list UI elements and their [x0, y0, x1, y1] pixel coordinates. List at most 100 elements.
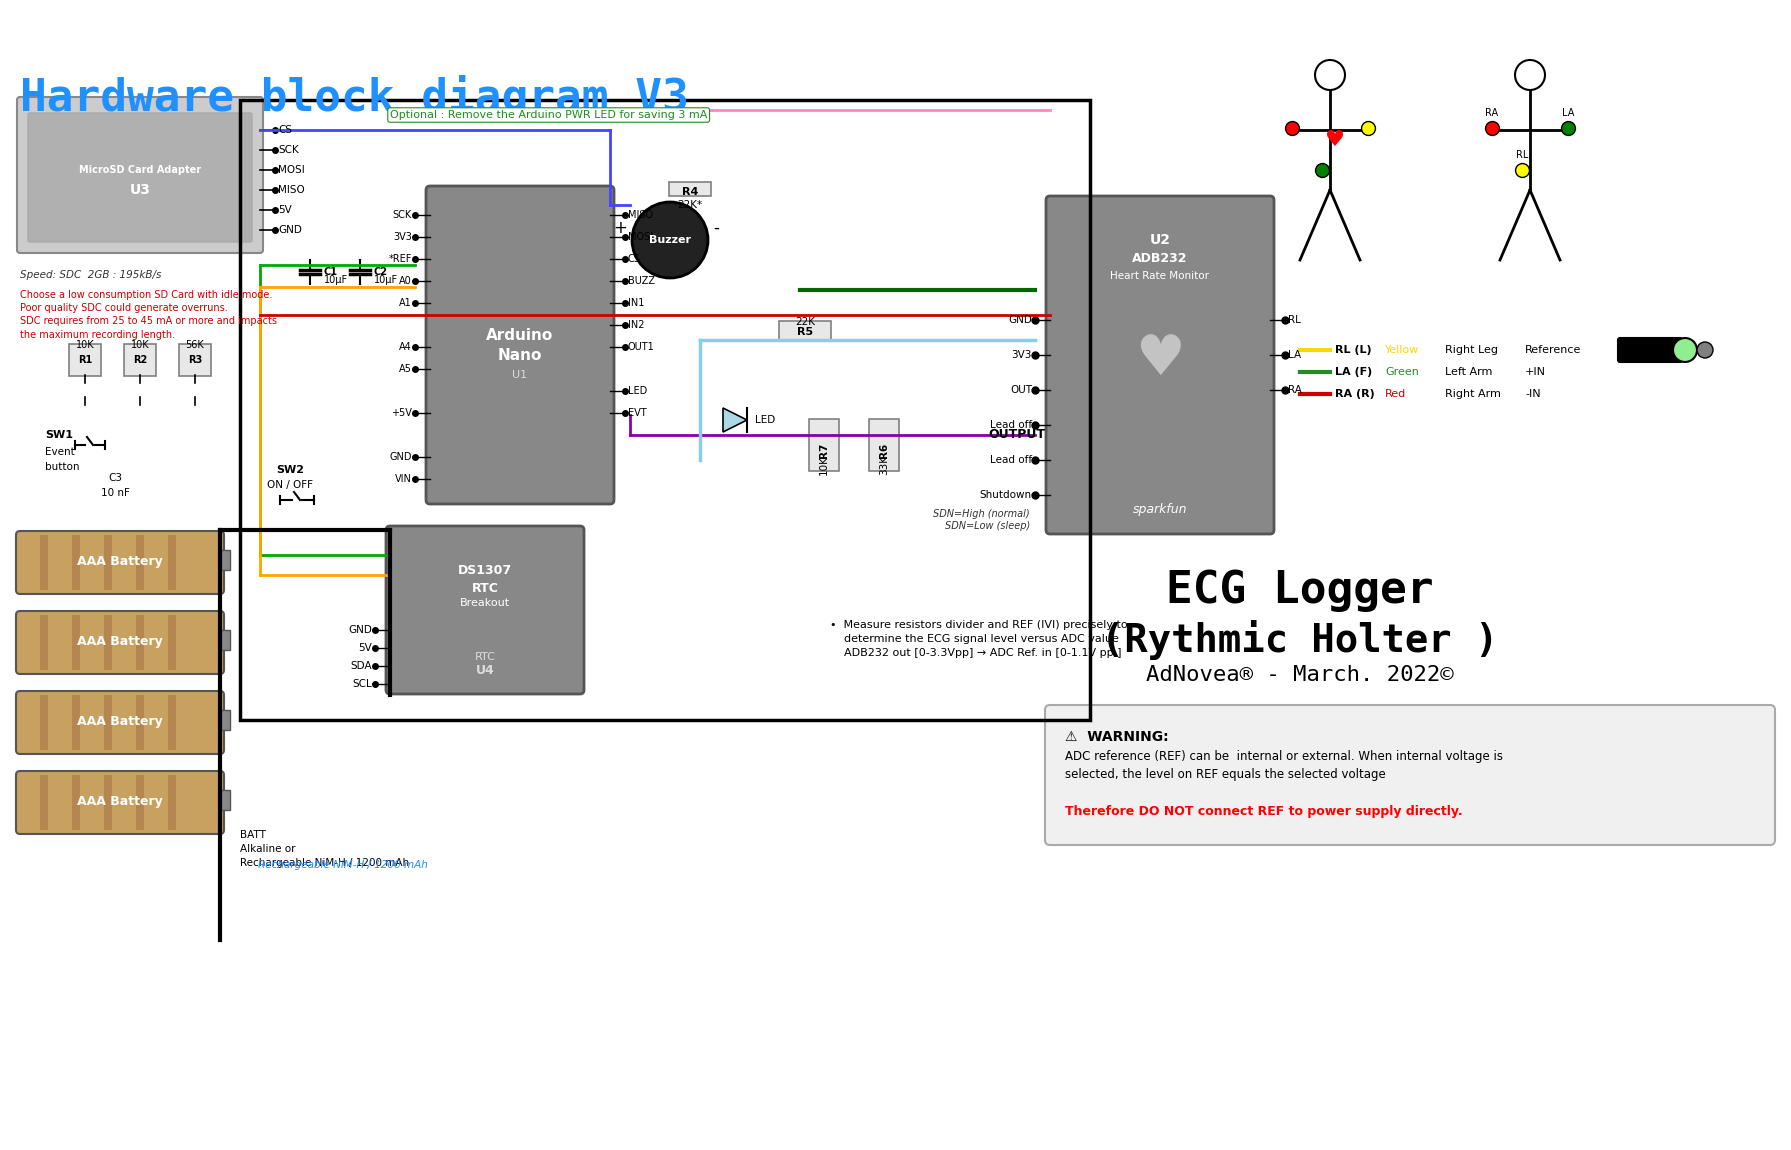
Text: R5: R5 — [797, 327, 813, 337]
Text: GND: GND — [347, 624, 373, 635]
FancyBboxPatch shape — [39, 775, 48, 830]
Text: LA: LA — [1562, 108, 1574, 118]
Text: SCK: SCK — [278, 145, 299, 155]
FancyBboxPatch shape — [136, 695, 143, 750]
Text: OUTPUT: OUTPUT — [989, 429, 1044, 442]
Text: RA (R): RA (R) — [1334, 389, 1375, 399]
FancyBboxPatch shape — [16, 611, 224, 674]
Text: Arduino: Arduino — [487, 328, 553, 343]
FancyBboxPatch shape — [670, 182, 711, 196]
Text: 5V: 5V — [358, 643, 373, 653]
FancyBboxPatch shape — [136, 535, 143, 590]
FancyBboxPatch shape — [136, 615, 143, 670]
Text: MISO: MISO — [278, 185, 304, 196]
Text: OUT: OUT — [1010, 385, 1032, 394]
Text: EVT: EVT — [629, 408, 647, 417]
Text: R3: R3 — [188, 355, 202, 365]
FancyBboxPatch shape — [72, 615, 81, 670]
Text: 3V3: 3V3 — [394, 232, 412, 242]
Text: *REF: *REF — [389, 254, 412, 264]
Text: Nano: Nano — [498, 347, 543, 362]
Text: Right Leg: Right Leg — [1445, 345, 1497, 355]
Text: 10K: 10K — [131, 340, 149, 350]
FancyBboxPatch shape — [39, 615, 48, 670]
FancyBboxPatch shape — [72, 775, 81, 830]
Text: Shutdown: Shutdown — [980, 490, 1032, 500]
FancyBboxPatch shape — [16, 691, 224, 754]
Text: MOSI: MOSI — [629, 232, 654, 242]
FancyBboxPatch shape — [104, 695, 113, 750]
Text: U4: U4 — [476, 664, 494, 676]
Text: Choose a low consumption SD Card with idle mode.
Poor quality SDC could generate: Choose a low consumption SD Card with id… — [20, 290, 278, 339]
Text: ⚠  WARNING:: ⚠ WARNING: — [1066, 730, 1168, 744]
Text: BATT
Alkaline or
Rechargeable NiM-H / 1200 mAh: BATT Alkaline or Rechargeable NiM-H / 12… — [240, 830, 408, 868]
FancyBboxPatch shape — [1046, 196, 1273, 534]
Text: 10K: 10K — [75, 340, 95, 350]
Text: C3: C3 — [107, 473, 122, 483]
Text: (Rythmic Holter ): (Rythmic Holter ) — [1101, 620, 1499, 660]
Text: Reference: Reference — [1524, 345, 1581, 355]
Text: RL (L): RL (L) — [1334, 345, 1372, 355]
Text: 22K*: 22K* — [677, 200, 702, 210]
Text: button: button — [45, 462, 79, 471]
Text: A5: A5 — [399, 365, 412, 374]
Text: 3V3: 3V3 — [1012, 350, 1032, 360]
FancyBboxPatch shape — [72, 535, 81, 590]
Text: IN1: IN1 — [629, 298, 645, 308]
FancyBboxPatch shape — [220, 710, 229, 730]
FancyBboxPatch shape — [16, 97, 263, 253]
Text: SCL: SCL — [353, 678, 373, 689]
Circle shape — [1673, 338, 1698, 362]
Text: Left Arm: Left Arm — [1445, 367, 1492, 377]
Text: Buzzer: Buzzer — [648, 235, 691, 245]
Text: LA: LA — [1288, 350, 1300, 360]
FancyBboxPatch shape — [179, 344, 211, 376]
Text: CS: CS — [629, 254, 641, 264]
Text: RL: RL — [1515, 150, 1528, 160]
Text: R7: R7 — [818, 443, 829, 458]
Text: R6: R6 — [879, 443, 888, 458]
Text: -: - — [713, 218, 718, 237]
Text: AAA Battery: AAA Battery — [77, 796, 163, 808]
Text: A4: A4 — [399, 342, 412, 352]
Text: ON / OFF: ON / OFF — [267, 480, 313, 490]
FancyBboxPatch shape — [70, 344, 100, 376]
Text: RL: RL — [1288, 315, 1300, 325]
Text: DS1307: DS1307 — [458, 564, 512, 576]
FancyBboxPatch shape — [869, 419, 899, 471]
Text: 10µF: 10µF — [324, 275, 347, 285]
Polygon shape — [724, 408, 747, 432]
Text: Rechargeable NiM-H / 1200 mAh: Rechargeable NiM-H / 1200 mAh — [258, 860, 428, 871]
Text: SW1: SW1 — [45, 430, 73, 440]
Text: GND: GND — [278, 225, 303, 235]
Circle shape — [1698, 342, 1712, 358]
Text: Heart Rate Monitor: Heart Rate Monitor — [1110, 271, 1209, 281]
FancyBboxPatch shape — [39, 695, 48, 750]
FancyBboxPatch shape — [136, 775, 143, 830]
Text: SCK: SCK — [392, 210, 412, 220]
Text: 10µF: 10µF — [374, 275, 398, 285]
Text: RTC: RTC — [475, 652, 496, 662]
Text: Breakout: Breakout — [460, 598, 510, 608]
Text: Red: Red — [1384, 389, 1406, 399]
Text: 22K: 22K — [795, 317, 815, 327]
Text: LA (F): LA (F) — [1334, 367, 1372, 377]
FancyBboxPatch shape — [220, 630, 229, 650]
FancyBboxPatch shape — [29, 113, 253, 242]
Text: U3: U3 — [129, 183, 150, 197]
FancyBboxPatch shape — [810, 419, 838, 471]
FancyBboxPatch shape — [39, 535, 48, 590]
Text: U2: U2 — [1150, 233, 1171, 247]
FancyBboxPatch shape — [104, 535, 113, 590]
FancyBboxPatch shape — [168, 695, 176, 750]
Circle shape — [632, 202, 707, 278]
Text: A1: A1 — [399, 298, 412, 308]
Text: AAA Battery: AAA Battery — [77, 555, 163, 568]
Text: OUT1: OUT1 — [629, 342, 656, 352]
FancyBboxPatch shape — [1617, 338, 1682, 362]
Text: Yellow: Yellow — [1384, 345, 1418, 355]
Text: SW2: SW2 — [276, 465, 304, 475]
FancyBboxPatch shape — [16, 770, 224, 834]
Text: Event: Event — [45, 447, 75, 457]
Text: Green: Green — [1384, 367, 1418, 377]
